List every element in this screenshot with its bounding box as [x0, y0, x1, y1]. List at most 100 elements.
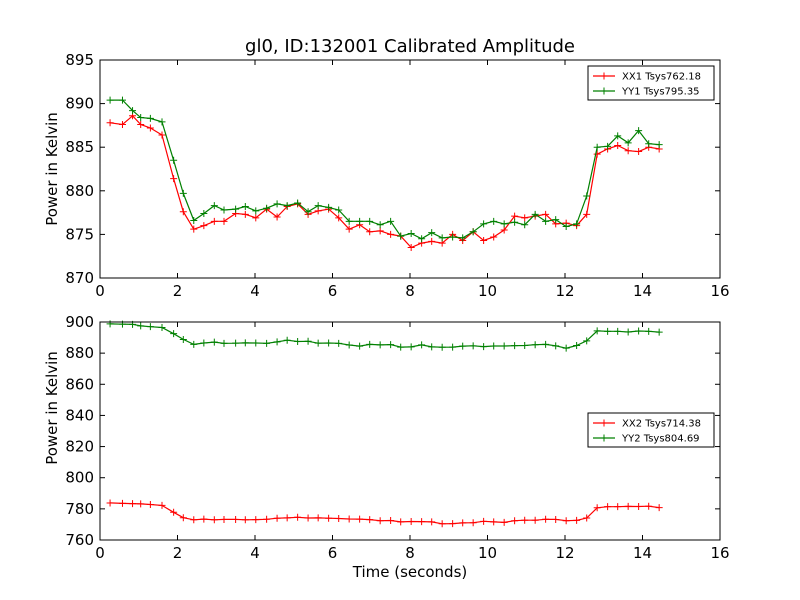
legend-label: YY2 Tsys804.69 [621, 434, 700, 445]
data-point [490, 233, 498, 241]
bottom-ticks: 0 2 4 6 8 10 12 14 16 760 780 800 820 840 860 880 900 [65, 313, 729, 562]
x-tick-label: 8 [405, 282, 415, 300]
data-point [252, 207, 260, 215]
data-point [190, 340, 198, 348]
data-point [604, 503, 612, 511]
data-point [428, 343, 436, 351]
data-point [356, 342, 364, 350]
x-tick-label: 10 [478, 282, 497, 300]
data-point [480, 220, 488, 228]
data-point [387, 217, 395, 225]
data-point [459, 519, 467, 527]
data-point [376, 227, 384, 235]
x-tick-label: 10 [478, 544, 497, 562]
x-tick-label: 4 [250, 282, 260, 300]
data-point [263, 339, 271, 347]
data-point [335, 214, 343, 222]
data-point [531, 210, 539, 218]
data-point [562, 344, 570, 352]
data-point [500, 342, 508, 350]
data-point [614, 503, 622, 511]
data-point [170, 330, 178, 338]
data-point [635, 327, 643, 335]
data-point [573, 342, 581, 350]
data-point [273, 514, 281, 522]
bottom-plot: Power in Kelvin 0 2 4 6 8 10 12 14 16 760 780 800 82… [43, 313, 730, 581]
y-tick-label: 800 [65, 469, 94, 487]
y-tick-label: 890 [65, 95, 94, 113]
data-point [106, 119, 114, 127]
data-point [614, 327, 622, 335]
data-point [604, 327, 612, 335]
data-point [593, 150, 601, 158]
data-point [645, 140, 653, 148]
data-point [438, 234, 446, 242]
x-tick-label: 12 [555, 282, 574, 300]
data-point [645, 502, 653, 510]
x-tick-label: 14 [633, 544, 652, 562]
data-point [418, 341, 426, 349]
x-tick-label: 16 [710, 282, 729, 300]
data-point [106, 320, 114, 328]
data-point [137, 114, 145, 122]
data-point [459, 342, 467, 350]
bottom-y-axis-label: Power in Kelvin [43, 351, 61, 465]
data-point [624, 147, 632, 155]
data-point [552, 342, 560, 350]
chart-title: gl0, ID:132001 Calibrated Amplitude [245, 36, 575, 57]
x-tick-label: 2 [173, 544, 183, 562]
data-point [387, 341, 395, 349]
data-point [210, 202, 218, 210]
data-point [438, 520, 446, 528]
data-point [521, 342, 529, 350]
data-point [314, 514, 322, 522]
data-point [624, 139, 632, 147]
data-point [583, 192, 591, 200]
data-point [220, 339, 228, 347]
data-point [511, 517, 519, 525]
data-point [511, 218, 519, 226]
data-point [146, 114, 154, 122]
x-tick-label: 12 [555, 544, 574, 562]
data-point [469, 519, 477, 527]
legend-label: XX2 Tsys714.38 [622, 419, 701, 430]
data-point [490, 518, 498, 526]
legend-marker [600, 419, 608, 427]
top-plot: Power in Kelvin 0 2 4 6 8 10 12 14 16 870 875 880 88… [43, 51, 730, 300]
data-point [635, 503, 643, 511]
data-point [170, 508, 178, 516]
data-point [614, 141, 622, 149]
data-point [500, 220, 508, 228]
data-point [252, 516, 260, 524]
x-tick-label: 6 [328, 544, 338, 562]
y-tick-label: 820 [65, 438, 94, 456]
y-tick-label: 760 [65, 531, 94, 549]
data-point [428, 237, 436, 245]
data-point [283, 514, 291, 522]
data-point [624, 328, 632, 336]
data-point [449, 343, 457, 351]
data-point [418, 518, 426, 526]
data-point [469, 342, 477, 350]
data-point [635, 127, 643, 135]
data-point [252, 214, 260, 222]
data-point [106, 499, 114, 507]
top-series [106, 96, 663, 251]
data-point [129, 500, 137, 508]
top-y-axis-label: Power in Kelvin [43, 112, 61, 226]
data-point [170, 175, 178, 183]
data-point [562, 223, 570, 231]
data-point [232, 339, 240, 347]
data-point [273, 338, 281, 346]
data-point [428, 518, 436, 526]
data-point [407, 243, 415, 251]
y-tick-label: 840 [65, 406, 94, 424]
data-point [521, 214, 529, 222]
data-point [190, 516, 198, 524]
data-point [366, 340, 374, 348]
x-tick-label: 4 [250, 544, 260, 562]
data-point [190, 225, 198, 233]
data-point [562, 517, 570, 525]
x-tick-label: 16 [710, 544, 729, 562]
data-point [232, 205, 240, 213]
